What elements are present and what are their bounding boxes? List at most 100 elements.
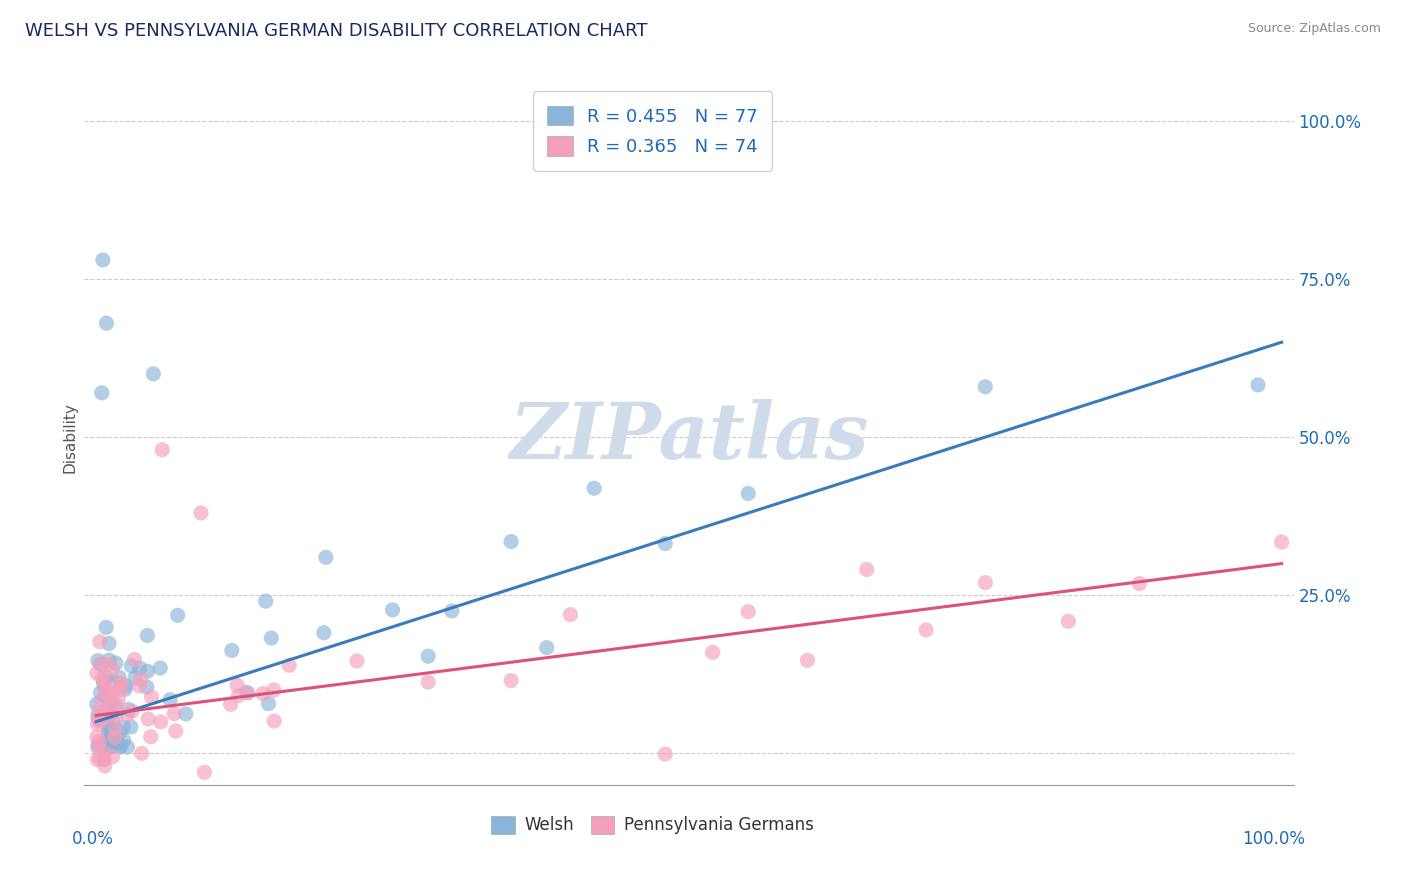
Text: Source: ZipAtlas.com: Source: ZipAtlas.com <box>1247 22 1381 36</box>
Point <box>501 673 523 688</box>
Point <box>418 649 440 664</box>
Point <box>93 747 115 761</box>
Text: 100.0%: 100.0% <box>1243 830 1306 848</box>
Point <box>654 536 676 550</box>
Point <box>235 685 257 699</box>
Point <box>165 724 187 739</box>
Point <box>100 739 122 754</box>
Point <box>117 739 139 754</box>
Point <box>91 753 114 767</box>
Point <box>101 662 124 676</box>
Point <box>93 674 115 689</box>
Point <box>221 643 243 657</box>
Point <box>98 695 121 709</box>
Point <box>974 575 997 590</box>
Point <box>98 653 121 667</box>
Point <box>219 698 242 712</box>
Point <box>91 671 114 685</box>
Point <box>86 739 108 754</box>
Point <box>128 661 150 675</box>
Point <box>89 635 111 649</box>
Point <box>94 689 117 703</box>
Point <box>226 678 249 692</box>
Point <box>103 699 125 714</box>
Point <box>87 739 110 753</box>
Point <box>260 631 283 645</box>
Legend: Welsh, Pennsylvania Germans: Welsh, Pennsylvania Germans <box>482 807 823 843</box>
Point <box>536 640 558 655</box>
Point <box>150 442 173 457</box>
Point <box>131 747 153 761</box>
Point <box>381 603 404 617</box>
Point <box>124 652 146 666</box>
Point <box>120 720 142 734</box>
Point <box>89 657 111 671</box>
Point <box>105 698 128 712</box>
Point <box>94 670 117 684</box>
Point <box>112 733 135 747</box>
Point <box>915 623 938 637</box>
Point <box>654 747 676 761</box>
Point <box>90 657 112 672</box>
Point <box>94 706 117 720</box>
Point <box>98 720 121 734</box>
Point <box>93 759 115 773</box>
Point <box>110 677 132 691</box>
Point <box>94 739 117 754</box>
Point <box>98 636 121 650</box>
Point <box>97 722 120 736</box>
Point <box>193 765 215 780</box>
Point <box>110 739 132 754</box>
Point <box>135 680 157 694</box>
Point <box>104 722 127 736</box>
Point <box>129 673 152 687</box>
Point <box>91 736 114 750</box>
Point <box>583 481 606 495</box>
Point <box>98 685 121 699</box>
Point <box>1271 535 1294 549</box>
Point <box>86 697 108 711</box>
Point <box>190 506 212 520</box>
Text: 0.0%: 0.0% <box>72 830 114 848</box>
Point <box>228 689 250 703</box>
Point <box>97 657 120 672</box>
Point <box>117 707 139 722</box>
Point <box>87 734 110 748</box>
Point <box>89 714 111 728</box>
Point <box>108 670 131 684</box>
Point <box>112 720 135 734</box>
Point <box>89 751 111 765</box>
Point <box>139 730 162 744</box>
Point <box>315 550 337 565</box>
Point <box>257 697 280 711</box>
Point <box>737 605 759 619</box>
Point <box>91 252 114 267</box>
Point <box>737 486 759 500</box>
Point <box>110 739 132 753</box>
Point <box>90 739 112 754</box>
Point <box>96 620 118 634</box>
Point <box>263 683 285 698</box>
Point <box>263 714 285 728</box>
Point <box>855 562 877 576</box>
Point <box>117 702 139 716</box>
Point <box>101 689 124 703</box>
Point <box>97 739 120 754</box>
Point <box>974 380 997 394</box>
Point <box>121 704 143 718</box>
Point <box>114 682 136 697</box>
Point <box>86 666 108 681</box>
Point <box>166 608 188 623</box>
Point <box>120 659 142 673</box>
Y-axis label: Disability: Disability <box>62 401 77 473</box>
Point <box>104 656 127 670</box>
Point <box>501 534 523 549</box>
Point <box>107 692 129 706</box>
Point <box>96 709 118 723</box>
Point <box>108 676 131 690</box>
Point <box>107 736 129 750</box>
Point <box>97 716 120 731</box>
Point <box>89 686 111 700</box>
Point <box>136 628 159 642</box>
Point <box>90 385 112 400</box>
